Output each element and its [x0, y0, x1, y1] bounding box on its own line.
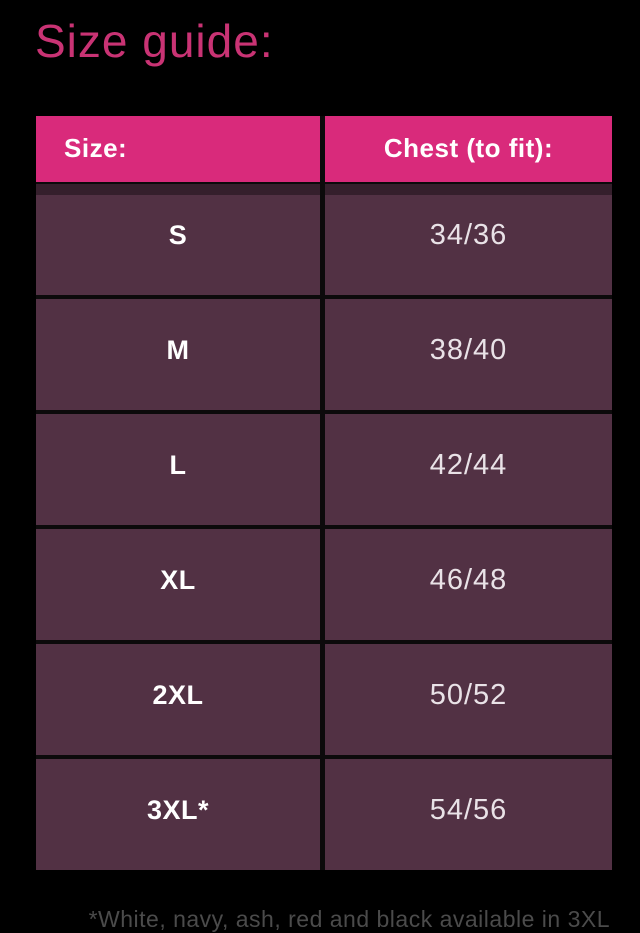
chest-cell: 50/52	[320, 639, 612, 755]
table-header-row: Size: Chest (to fit):	[36, 115, 612, 184]
size-guide-table: Size: Chest (to fit): S 34/36 M 38/40 L …	[36, 115, 612, 870]
size-guide-page: Size guide: Size: Chest (to fit): S 34/3…	[35, 15, 612, 932]
size-cell: L	[36, 409, 320, 525]
table-row: M 38/40	[36, 294, 612, 410]
size-cell: M	[36, 294, 320, 410]
size-cell: 2XL	[36, 639, 320, 755]
chest-cell: 46/48	[320, 524, 612, 640]
page-title: Size guide:	[35, 15, 274, 67]
column-header-size: Size:	[36, 115, 320, 184]
table-row: L 42/44	[36, 409, 612, 525]
column-header-chest: Chest (to fit):	[320, 115, 612, 184]
table-row: S 34/36	[36, 183, 612, 295]
chest-cell: 42/44	[320, 409, 612, 525]
table-row: 2XL 50/52	[36, 639, 612, 755]
chest-cell: 38/40	[320, 294, 612, 410]
availability-footnote: *White, navy, ash, red and black availab…	[88, 905, 610, 932]
chest-cell: 54/56	[320, 754, 612, 870]
chest-cell: 34/36	[320, 183, 612, 295]
table-row: XL 46/48	[36, 524, 612, 640]
size-cell: XL	[36, 524, 320, 640]
table-row: 3XL* 54/56	[36, 754, 612, 870]
size-cell: 3XL*	[36, 754, 320, 870]
size-cell: S	[36, 183, 320, 295]
